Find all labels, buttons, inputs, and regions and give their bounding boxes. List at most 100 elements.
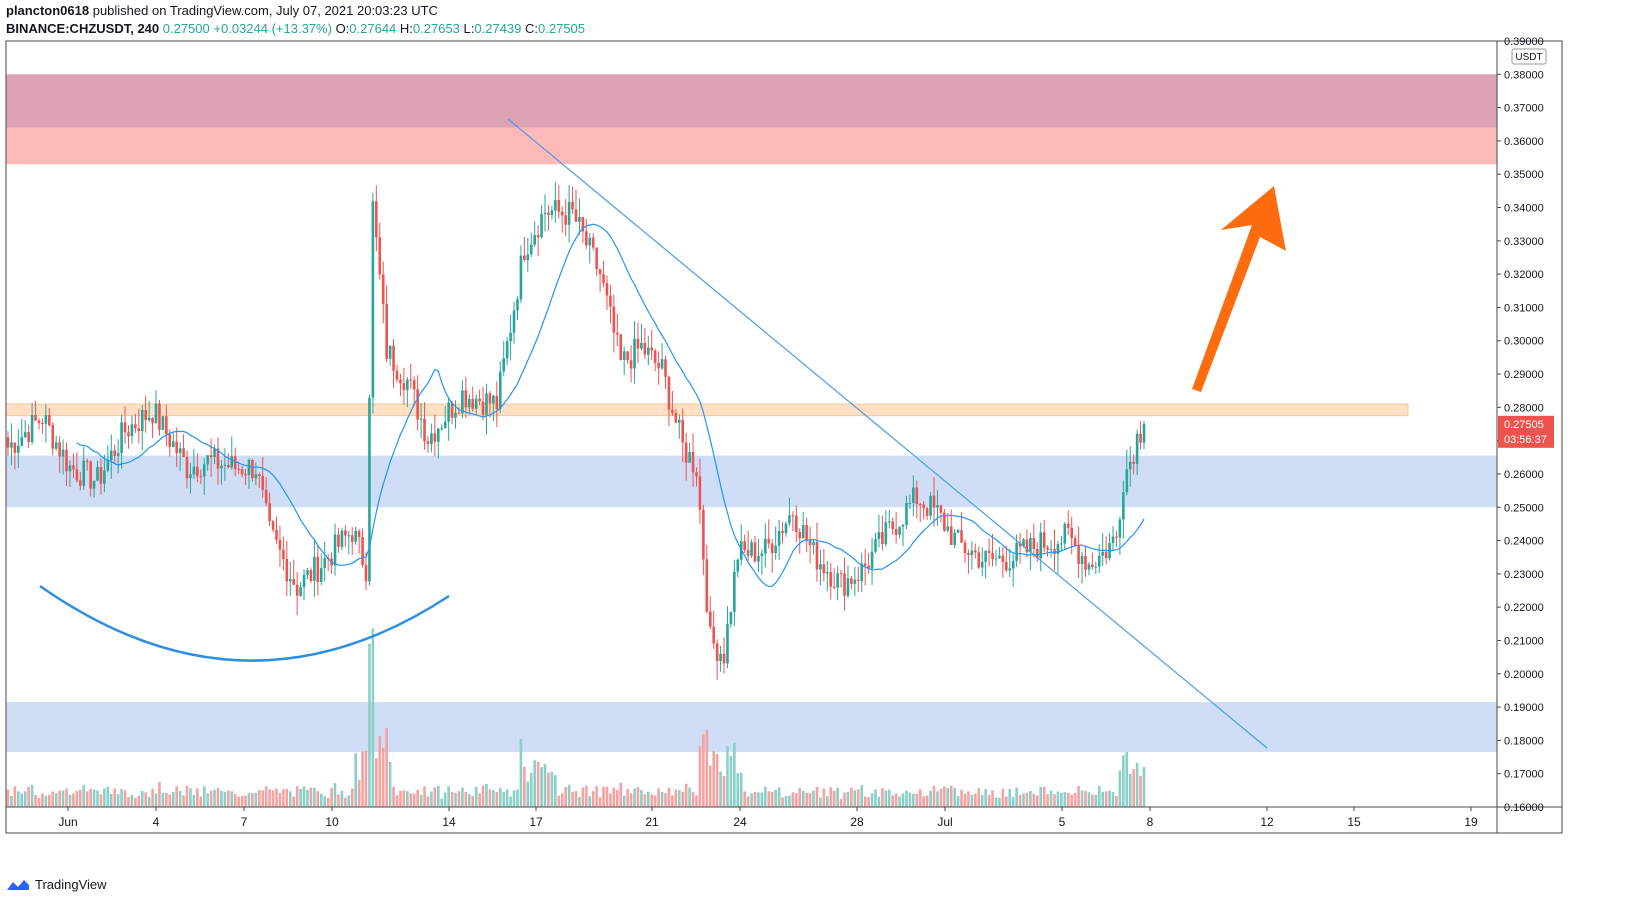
candle-body[interactable] (1035, 548, 1039, 558)
candle-body[interactable] (120, 422, 123, 454)
candle-body[interactable] (1080, 556, 1084, 564)
candle-body[interactable] (333, 534, 337, 566)
candle-body[interactable] (760, 553, 764, 557)
candle-body[interactable] (746, 550, 750, 556)
candle-body[interactable] (27, 432, 30, 442)
candle-body[interactable] (980, 561, 984, 568)
candle-body[interactable] (822, 564, 826, 574)
candle-body[interactable] (492, 395, 495, 404)
candle-body[interactable] (915, 487, 919, 504)
candle-body[interactable] (412, 380, 416, 390)
candle-body[interactable] (970, 550, 974, 556)
candle-body[interactable] (65, 449, 68, 472)
candle-body[interactable] (523, 255, 526, 260)
candle-body[interactable] (485, 393, 488, 415)
candle-body[interactable] (6, 437, 10, 448)
candle-body[interactable] (1135, 433, 1139, 464)
candle-body[interactable] (1077, 544, 1080, 564)
candle-body[interactable] (581, 216, 585, 232)
candle-body[interactable] (344, 530, 347, 536)
candle-body[interactable] (874, 538, 877, 552)
candle-body[interactable] (402, 383, 406, 391)
candle-body[interactable] (998, 555, 1001, 559)
candle-body[interactable] (1115, 536, 1118, 538)
candle-body[interactable] (323, 557, 327, 569)
candle-body[interactable] (767, 538, 771, 544)
candle-body[interactable] (292, 579, 296, 585)
candle-body[interactable] (1001, 555, 1005, 562)
candle-body[interactable] (585, 231, 588, 246)
candle-body[interactable] (512, 310, 516, 333)
candle-body[interactable] (171, 441, 175, 447)
candle-body[interactable] (609, 295, 612, 307)
candle-body[interactable] (1008, 568, 1012, 571)
candle-body[interactable] (30, 414, 34, 442)
candle-body[interactable] (956, 530, 960, 533)
candle-body[interactable] (109, 450, 113, 461)
candle-body[interactable] (299, 587, 302, 596)
candle-body[interactable] (925, 508, 929, 516)
candle-body[interactable] (347, 535, 351, 537)
candle-body[interactable] (1111, 536, 1115, 543)
candle-body[interactable] (254, 474, 258, 479)
candle-body[interactable] (619, 334, 623, 361)
candle-body[interactable] (863, 563, 867, 566)
candle-body[interactable] (850, 578, 853, 584)
candle-body[interactable] (533, 235, 536, 245)
candle-body[interactable] (1122, 492, 1125, 520)
candle-body[interactable] (223, 464, 227, 466)
candle-body[interactable] (877, 532, 881, 539)
currency-box[interactable] (1511, 48, 1547, 65)
candle-body[interactable] (471, 398, 475, 409)
candle-body[interactable] (509, 332, 512, 342)
candle-body[interactable] (757, 556, 760, 562)
candle-body[interactable] (158, 403, 161, 430)
candle-body[interactable] (313, 556, 316, 581)
candle-body[interactable] (698, 476, 702, 510)
candle-body[interactable] (357, 530, 361, 538)
candle-body[interactable] (1142, 423, 1146, 443)
candle-body[interactable] (154, 403, 158, 424)
candle-body[interactable] (894, 529, 898, 535)
candle-body[interactable] (268, 503, 271, 522)
candle-body[interactable] (182, 448, 185, 458)
candle-body[interactable] (1042, 532, 1046, 548)
candle-body[interactable] (144, 409, 147, 421)
candle-body[interactable] (677, 419, 681, 423)
candle-body[interactable] (433, 433, 437, 442)
candle-body[interactable] (977, 552, 981, 568)
candle-body[interactable] (1018, 542, 1022, 547)
candle-body[interactable] (106, 460, 110, 471)
candle-body[interactable] (881, 532, 884, 545)
candle-body[interactable] (271, 521, 275, 530)
candle-body[interactable] (708, 611, 712, 627)
candle-body[interactable] (209, 455, 213, 458)
candle-body[interactable] (543, 212, 547, 214)
candle-body[interactable] (227, 464, 230, 468)
candle-body[interactable] (1125, 469, 1129, 493)
candle-body[interactable] (943, 512, 946, 531)
symbol-label[interactable]: BINANCE:CHZUSDT, 240 (6, 21, 160, 36)
candle-body[interactable] (230, 456, 234, 468)
candle-body[interactable] (216, 448, 220, 469)
zone-rect[interactable] (6, 702, 1497, 753)
candle-body[interactable] (457, 412, 461, 414)
currency-label[interactable]: USDT (1511, 48, 1547, 65)
candle-body[interactable] (134, 424, 137, 429)
candle-body[interactable] (960, 530, 963, 543)
candle-body[interactable] (1101, 551, 1104, 556)
candle-body[interactable] (836, 573, 839, 588)
candle-body[interactable] (41, 423, 44, 425)
candle-body[interactable] (939, 505, 943, 513)
candle-body[interactable] (319, 568, 323, 582)
candle-body[interactable] (123, 422, 127, 433)
candle-body[interactable] (719, 653, 722, 662)
candle-body[interactable] (681, 419, 685, 443)
candle-body[interactable] (536, 235, 540, 238)
candle-body[interactable] (1056, 544, 1060, 555)
candle-body[interactable] (1070, 527, 1074, 539)
candle-body[interactable] (598, 269, 602, 275)
candle-body[interactable] (1005, 561, 1008, 571)
candle-body[interactable] (430, 433, 433, 444)
